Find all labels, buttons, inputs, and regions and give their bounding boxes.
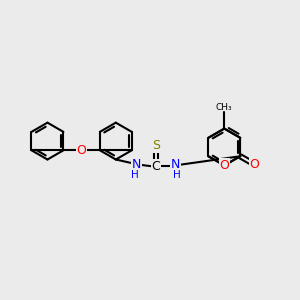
- Text: CH₃: CH₃: [216, 103, 232, 112]
- Text: H: H: [131, 170, 139, 180]
- Text: C: C: [152, 160, 160, 173]
- Text: H: H: [173, 170, 181, 180]
- Text: O: O: [77, 144, 87, 157]
- Text: N: N: [171, 158, 180, 171]
- Text: N: N: [132, 158, 141, 171]
- Text: S: S: [152, 139, 160, 152]
- Text: O: O: [219, 159, 229, 172]
- Text: O: O: [250, 158, 260, 171]
